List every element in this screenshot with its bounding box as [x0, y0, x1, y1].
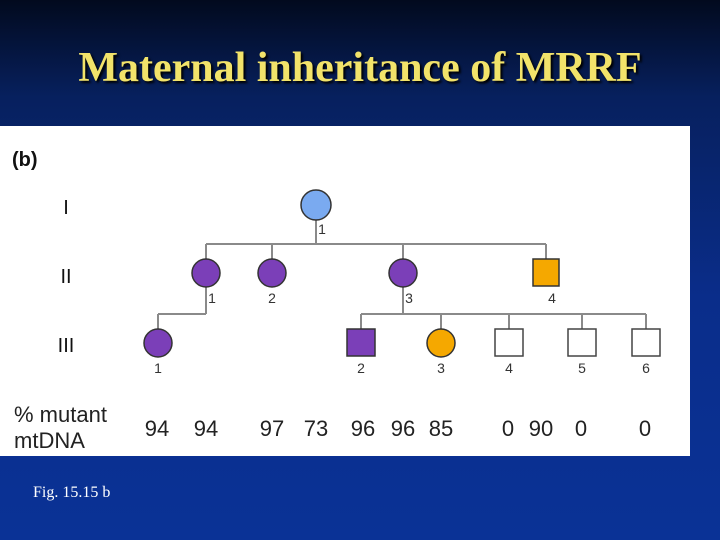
- individual-number-II2: 2: [268, 290, 276, 306]
- mutant-value: 90: [529, 416, 553, 441]
- pedigree-male-III4: [494, 328, 524, 357]
- individual-number-III5: 5: [578, 360, 586, 376]
- mutant-value: 85: [429, 416, 453, 441]
- individual-number-III4: 4: [505, 360, 513, 376]
- pedigree-male-III2: [346, 328, 376, 357]
- generation-label-III: III: [58, 335, 75, 357]
- mutant-value: 73: [304, 416, 328, 441]
- figure-caption: Fig. 15.15 b: [33, 484, 111, 501]
- pedigree-male-II4: [532, 258, 560, 287]
- pedigree-female-II2: [257, 258, 287, 288]
- mutant-value: 0: [502, 416, 514, 441]
- mutant-label-line1: % mutant: [14, 402, 107, 427]
- generation-label-II: II: [60, 266, 71, 288]
- individual-number-I1: 1: [318, 221, 326, 237]
- mutant-value: 94: [145, 416, 169, 441]
- pedigree-male-III6: [631, 328, 661, 357]
- pedigree-chart: (b) I II III: [12, 149, 661, 453]
- individual-number-II3: 3: [405, 290, 413, 306]
- generation-label-I: I: [63, 197, 69, 219]
- individual-number-III3: 3: [437, 360, 445, 376]
- pedigree-lines: [157, 220, 647, 329]
- panel-label: (b): [12, 149, 38, 171]
- slide-title: Maternal inheritance of MRRF: [78, 45, 642, 91]
- individual-number-III2: 2: [357, 360, 365, 376]
- individual-number-III1: 1: [154, 360, 162, 376]
- mutant-value: 96: [351, 416, 375, 441]
- mutant-value: 0: [575, 416, 587, 441]
- mutant-value: 97: [260, 416, 284, 441]
- pedigree-male-III5: [567, 328, 597, 357]
- pedigree-figure: (b) I II III: [0, 126, 690, 456]
- mutant-value: 94: [194, 416, 218, 441]
- pedigree-female-III3: [426, 328, 456, 358]
- pedigree-female-II1: [191, 258, 221, 288]
- mutant-value: 0: [639, 416, 651, 441]
- individual-number-II1: 1: [208, 290, 216, 306]
- pedigree-female-III1: [143, 328, 173, 358]
- mutant-label-line2: mtDNA: [14, 428, 85, 453]
- individual-number-II4: 4: [548, 290, 556, 306]
- individual-number-III6: 6: [642, 360, 650, 376]
- pedigree-female-I1: [300, 189, 332, 221]
- mutant-value: 96: [391, 416, 415, 441]
- pedigree-female-II3: [388, 258, 418, 288]
